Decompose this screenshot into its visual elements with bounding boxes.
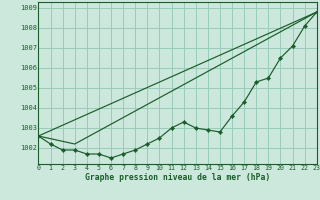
X-axis label: Graphe pression niveau de la mer (hPa): Graphe pression niveau de la mer (hPa) xyxy=(85,173,270,182)
